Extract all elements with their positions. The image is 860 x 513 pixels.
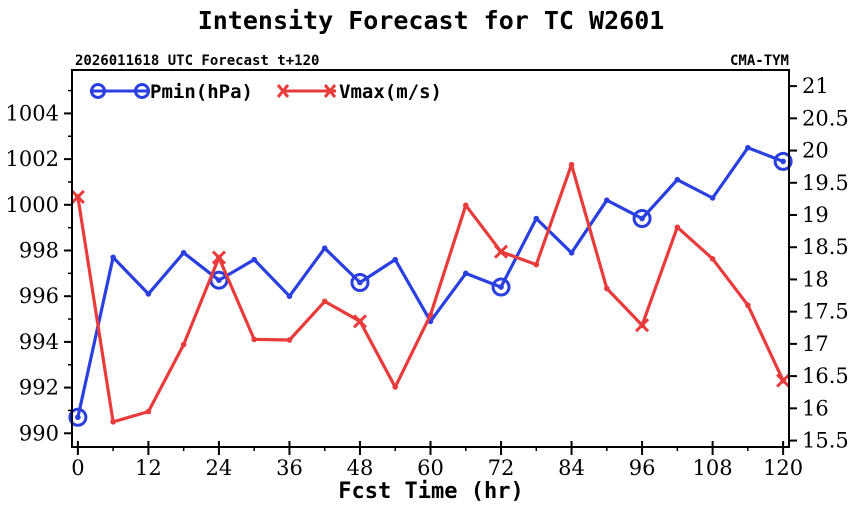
data-point-pmin: [216, 277, 222, 284]
data-point-vmax: [674, 224, 681, 231]
data-point-vmax: [709, 256, 716, 262]
data-point-pmin: [180, 249, 187, 256]
left-tick-label: 1002: [6, 147, 59, 171]
plot-frame: [71, 69, 790, 448]
data-point-pmin: [462, 270, 469, 277]
legend-marker-pmin-2: [134, 83, 150, 99]
major-marker-pmin: [491, 277, 511, 297]
major-marker-pmin: [68, 407, 88, 427]
right-tick-label: 19: [802, 203, 829, 227]
right-tick-label: 17.5: [802, 300, 849, 324]
data-point-vmax: [427, 312, 434, 318]
data-point-pmin: [674, 176, 681, 183]
right-tick-label: 19.5: [802, 171, 849, 195]
left-tick-label: 996: [19, 284, 59, 308]
right-tick-label: 18: [802, 267, 829, 291]
series-line-vmax: [76, 163, 785, 424]
x-tick-label: 24: [206, 456, 233, 480]
x-tick-label: 12: [135, 456, 162, 480]
legend-marker-vmax: [276, 84, 290, 98]
x-tick-label: 0: [71, 456, 84, 480]
data-point-vmax: [286, 337, 293, 343]
data-point-vmax: [462, 202, 469, 209]
right-tick-label: 18.5: [802, 235, 849, 259]
chart-subtitle-left: 2026011618 UTC Forecast t+120: [75, 53, 319, 69]
data-point-pmin: [568, 249, 575, 256]
x-tick-label: 120: [763, 456, 803, 480]
x-tick-label: 72: [488, 456, 515, 480]
data-point-pmin: [251, 256, 257, 263]
major-marker-vmax: [70, 189, 85, 205]
data-point-pmin: [357, 279, 363, 286]
x-axis-label: Fcst Time (hr): [338, 479, 523, 504]
legend: Pmin(hPa) Vmax(m/s): [90, 81, 442, 103]
data-point-pmin: [286, 293, 293, 300]
right-tick-label: 17: [802, 332, 829, 356]
data-point-pmin: [498, 284, 504, 290]
major-marker-pmin: [350, 272, 370, 292]
data-point-pmin: [145, 291, 152, 297]
chart-subtitle-right: CMA-TYM: [730, 53, 789, 69]
major-marker-vmax: [635, 318, 650, 333]
x-tick-label: 96: [629, 456, 656, 480]
major-marker-vmax: [776, 373, 791, 388]
axes-ticks: 0 12 24 36 48 60 72 84 96 108 120 990 992 994 996 998 10…: [6, 74, 849, 480]
legend-label-pmin: Pmin(hPa): [150, 81, 253, 103]
data-point-pmin: [321, 245, 328, 252]
right-tick-label: 20: [802, 139, 829, 163]
x-tick-label: 60: [417, 456, 444, 480]
chart-title: Intensity Forecast for TC W2601: [198, 6, 665, 35]
data-point-vmax: [145, 408, 152, 415]
right-tick-label: 20.5: [802, 106, 849, 130]
legend-marker-pmin: [90, 83, 106, 99]
data-point-pmin: [745, 144, 751, 151]
right-tick-label: 16: [802, 396, 829, 420]
series-layer: [68, 144, 793, 427]
data-point-pmin: [75, 414, 81, 421]
data-point-pmin: [709, 195, 716, 201]
data-point-vmax: [568, 161, 575, 168]
major-marker-vmax: [211, 250, 226, 265]
data-point-pmin: [604, 197, 610, 204]
data-point-vmax: [604, 285, 610, 292]
major-marker-vmax: [493, 244, 509, 259]
data-point-pmin: [533, 215, 540, 222]
legend-marker-vmax-2: [323, 84, 337, 98]
major-marker-pmin: [632, 209, 652, 229]
data-point-vmax: [533, 261, 540, 268]
left-tick-label: 1000: [6, 193, 59, 217]
right-tick-label: 15.5: [802, 429, 849, 453]
left-tick-label: 992: [19, 376, 59, 400]
data-point-pmin: [780, 158, 786, 165]
x-tick-label: 108: [693, 456, 733, 480]
data-point-pmin: [639, 215, 645, 222]
right-tick-label: 21: [802, 74, 829, 98]
left-tick-label: 994: [19, 330, 59, 354]
legend-label-vmax: Vmax(m/s): [339, 81, 442, 103]
left-tick-label: 990: [19, 421, 59, 445]
data-point-pmin: [392, 256, 399, 263]
data-point-vmax: [392, 384, 399, 390]
major-marker-pmin: [773, 151, 793, 171]
x-tick-label: 48: [347, 456, 374, 480]
right-tick-label: 16.5: [802, 364, 849, 388]
data-point-vmax: [251, 336, 257, 343]
left-tick-label: 998: [19, 239, 59, 263]
data-point-pmin: [110, 254, 116, 261]
series-line-pmin: [76, 146, 784, 418]
data-point-vmax: [745, 302, 751, 309]
left-tick-label: 1004: [6, 101, 59, 125]
data-point-vmax: [180, 341, 187, 348]
major-marker-vmax: [352, 314, 368, 329]
data-point-vmax: [321, 298, 328, 305]
x-tick-label: 36: [276, 456, 303, 480]
x-tick-label: 84: [558, 456, 585, 480]
data-point-vmax: [110, 419, 116, 425]
